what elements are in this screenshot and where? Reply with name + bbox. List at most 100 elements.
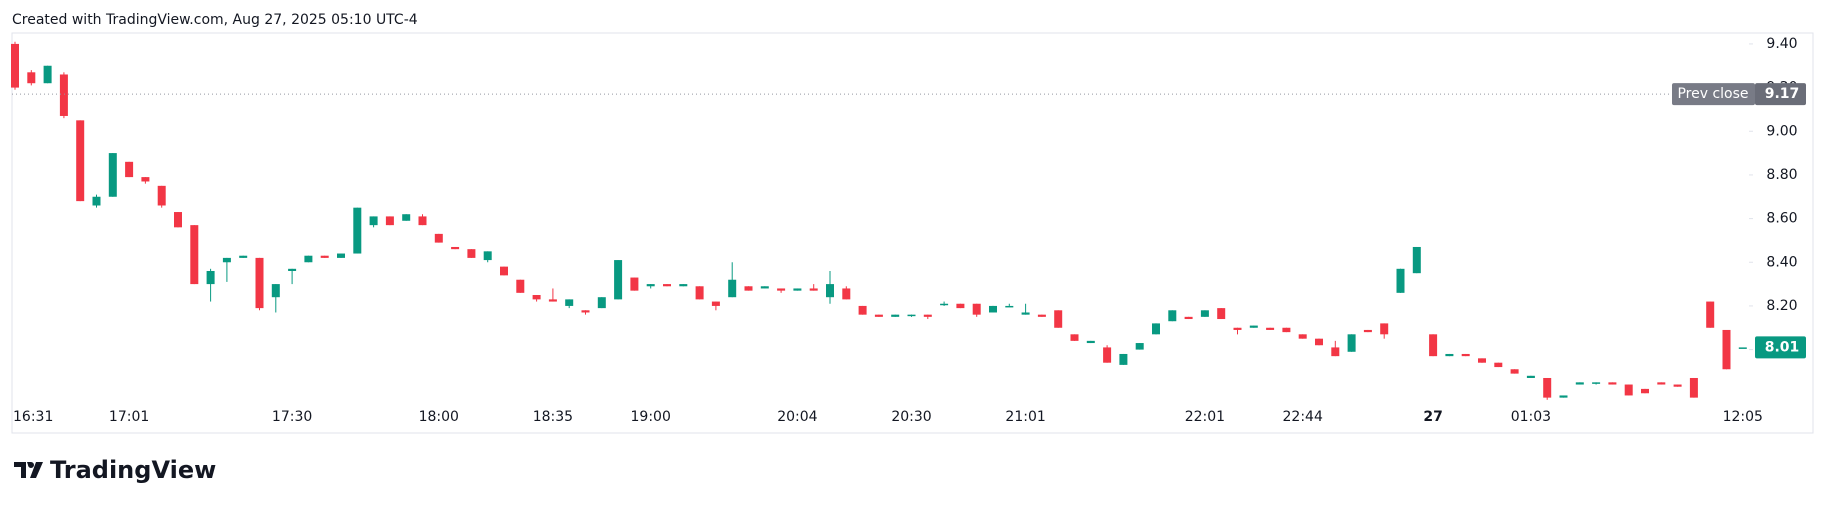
candle-body — [1005, 305, 1014, 308]
candle-body — [1021, 312, 1030, 315]
candle-body — [1494, 362, 1503, 368]
x-tick-label: 01:03 — [1511, 409, 1551, 425]
candle-body — [288, 268, 297, 271]
candle-body — [809, 288, 818, 291]
x-tick-label: 22:01 — [1185, 409, 1225, 425]
candle-body — [1657, 382, 1666, 385]
candle-body — [940, 303, 949, 306]
candle-body — [369, 216, 378, 226]
candle-body — [1624, 384, 1633, 396]
candle-body — [174, 212, 182, 228]
candle-body — [76, 120, 85, 202]
x-tick-label: 27 — [1423, 409, 1442, 425]
logo-icon — [14, 462, 43, 478]
y-tick-label: 8.80 — [1766, 167, 1797, 183]
candle-body — [11, 43, 19, 88]
candle-body — [1526, 375, 1535, 378]
candle-body — [956, 303, 965, 309]
y-tick-label: 8.60 — [1766, 211, 1797, 227]
candle-body — [451, 246, 460, 250]
candle-body — [597, 297, 606, 309]
candle-body — [1738, 347, 1747, 349]
x-tick-label: 21:01 — [1005, 409, 1045, 425]
y-tick-label: 8.40 — [1766, 254, 1797, 270]
candle-body — [874, 314, 883, 317]
candle-body — [1412, 246, 1421, 274]
candle-body — [760, 286, 769, 289]
candle-body — [141, 177, 150, 182]
candle-body — [320, 255, 329, 258]
candle-body — [1461, 353, 1470, 357]
candle-body — [385, 216, 394, 226]
candle-body — [532, 295, 541, 300]
prev-close-value: 9.17 — [1765, 86, 1800, 102]
candle-body — [1689, 377, 1698, 398]
candle-body — [1331, 347, 1340, 357]
candle-body — [255, 257, 264, 309]
x-tick-label: 18:35 — [533, 409, 573, 425]
logo: TradingView — [14, 456, 216, 484]
candle-body — [27, 72, 36, 84]
x-tick-label: 18:00 — [419, 409, 459, 425]
candle-body — [125, 161, 134, 178]
x-tick-label: 22:44 — [1283, 409, 1323, 425]
candle-body — [206, 270, 215, 285]
candle-body — [108, 153, 117, 197]
x-tick-label: 20:30 — [891, 409, 931, 425]
chart-frame — [11, 32, 1814, 434]
prev-close-badge — [1672, 83, 1755, 106]
y-tick-label: 9.40 — [1766, 36, 1797, 52]
candle-body — [1559, 395, 1568, 398]
candle-body — [891, 314, 900, 317]
candle-body — [337, 253, 345, 258]
candle-body — [1641, 388, 1649, 394]
candle-body — [1054, 310, 1063, 328]
candle-body — [989, 305, 997, 313]
candle-body — [646, 284, 655, 287]
candle-body — [222, 257, 231, 263]
candle-body — [467, 249, 476, 258]
candle-body — [43, 65, 52, 84]
candle-body — [1298, 334, 1307, 339]
candle-body — [1478, 358, 1486, 363]
candle-body — [157, 185, 166, 206]
candle-body — [1200, 310, 1209, 317]
x-tick-label: 17:01 — [109, 409, 149, 425]
candle-body — [826, 284, 834, 298]
candle-body — [1037, 314, 1046, 317]
candle-body — [239, 255, 248, 258]
x-tick-label: 19:00 — [631, 409, 671, 425]
candle-body — [500, 266, 508, 276]
candle-body — [1103, 347, 1112, 363]
candle-body — [483, 251, 492, 261]
candle-body — [1510, 369, 1519, 374]
header: Created with TradingView.com, Aug 27, 20… — [12, 12, 418, 28]
candle-body — [1722, 329, 1731, 370]
candle-body — [1249, 325, 1258, 328]
candle-body — [842, 288, 851, 300]
candle-body — [1575, 382, 1584, 385]
candle-body — [516, 279, 525, 293]
candle-body — [1706, 301, 1715, 328]
candle-body — [744, 286, 753, 291]
candle-body — [858, 305, 867, 315]
candle-body — [1396, 268, 1405, 293]
candle-body — [418, 216, 427, 226]
plot: 8.008.208.408.608.809.009.209.4016:3117:… — [11, 36, 1806, 425]
candle-body — [59, 74, 68, 116]
candle-body — [1315, 338, 1323, 346]
candle-body — [1380, 323, 1389, 335]
x-tick-label: 16:31 — [13, 409, 53, 425]
candle-body — [793, 288, 802, 291]
candle-body — [1429, 334, 1438, 357]
candle-body — [353, 207, 362, 254]
candle-body — [1135, 343, 1144, 350]
y-tick-label: 8.20 — [1766, 298, 1797, 314]
candle-body — [434, 233, 443, 243]
candle-body — [1119, 353, 1128, 365]
candle-body — [1347, 334, 1356, 352]
candle-body — [1445, 353, 1454, 357]
candle-body — [548, 299, 557, 302]
candle-body — [663, 284, 671, 287]
